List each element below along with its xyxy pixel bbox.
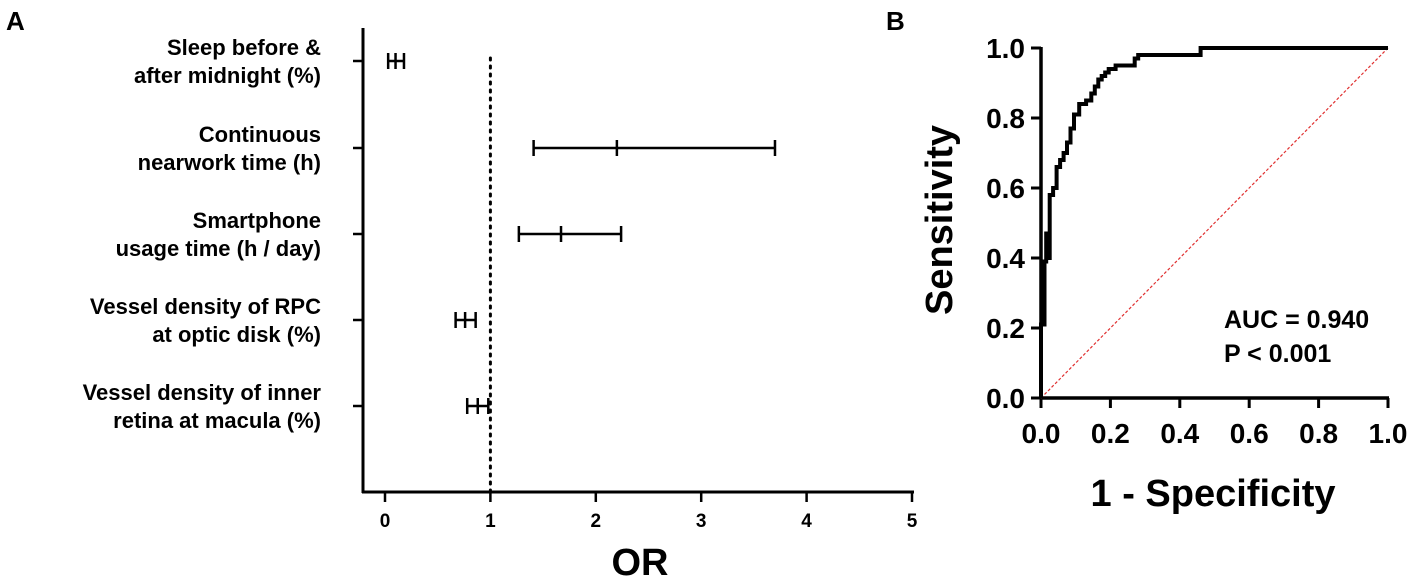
forest-plot-panel: A Sleep before & after midnight (%) Contin… — [6, 6, 918, 582]
forest-axes: 0 1 2 3 4 5 — [353, 28, 918, 532]
roc-curve-line — [1039, 46, 1388, 398]
forest-x-axis-title: OR — [612, 542, 669, 582]
forest-row-label: after midnight (%) — [134, 63, 321, 88]
roc-x-tick-label: 0.0 — [1022, 418, 1061, 449]
roc-x-tick-label: 0.6 — [1230, 418, 1269, 449]
forest-row-label: nearwork time (h) — [138, 150, 321, 175]
forest-x-tick-label: 1 — [485, 511, 496, 532]
forest-row-label: at optic disk (%) — [152, 322, 321, 347]
roc-x-tick-label: 1.0 — [1369, 418, 1408, 449]
panel-label-b: B — [886, 6, 905, 36]
roc-y-tick-label: 0.6 — [986, 173, 1025, 204]
roc-y-tick-label: 0.2 — [986, 313, 1025, 344]
roc-y-axis-title: Sensitivity — [919, 125, 961, 315]
roc-y-tick-label: 0.8 — [986, 103, 1025, 134]
roc-y-tick-label: 1.0 — [986, 33, 1025, 64]
roc-y-tick-label: 0.4 — [986, 243, 1025, 274]
roc-x-tick-label: 0.8 — [1299, 418, 1338, 449]
roc-curve-panel: B 0.0 0.2 0.4 0.6 0.8 1.0 0.0 0.2 0.4 0.6 0.8 1.0 S… — [886, 6, 1407, 515]
forest-row-label: retina at macula (%) — [113, 408, 321, 433]
forest-row-label: Continuous — [199, 122, 321, 147]
forest-row-label: Vessel density of RPC — [90, 294, 321, 319]
forest-x-tick-label: 0 — [380, 511, 391, 532]
roc-reference-diagonal — [1040, 47, 1389, 399]
panel-label-a: A — [6, 6, 25, 36]
forest-row-label: Smartphone — [193, 208, 321, 233]
forest-x-tick-label: 4 — [801, 511, 812, 532]
forest-row-label: Sleep before & — [167, 35, 321, 60]
forest-row-label: Vessel density of inner — [83, 380, 322, 405]
roc-x-axis-title: 1 - Specificity — [1091, 473, 1336, 515]
forest-x-tick-label: 3 — [696, 511, 707, 532]
forest-x-tick-label: 2 — [591, 511, 602, 532]
roc-y-tick-label: 0.0 — [986, 383, 1025, 414]
roc-plot-area — [1039, 46, 1389, 399]
forest-x-tick-label: 5 — [907, 511, 918, 532]
forest-rows — [386, 53, 777, 414]
p-value-annotation: P < 0.001 — [1224, 340, 1331, 368]
roc-x-tick-label: 0.4 — [1160, 418, 1199, 449]
forest-row-labels: Sleep before & after midnight (%) Continuo… — [83, 35, 322, 433]
forest-row-label: usage time (h / day) — [116, 236, 321, 261]
auc-annotation: AUC = 0.940 — [1224, 306, 1369, 334]
roc-x-tick-label: 0.2 — [1091, 418, 1130, 449]
